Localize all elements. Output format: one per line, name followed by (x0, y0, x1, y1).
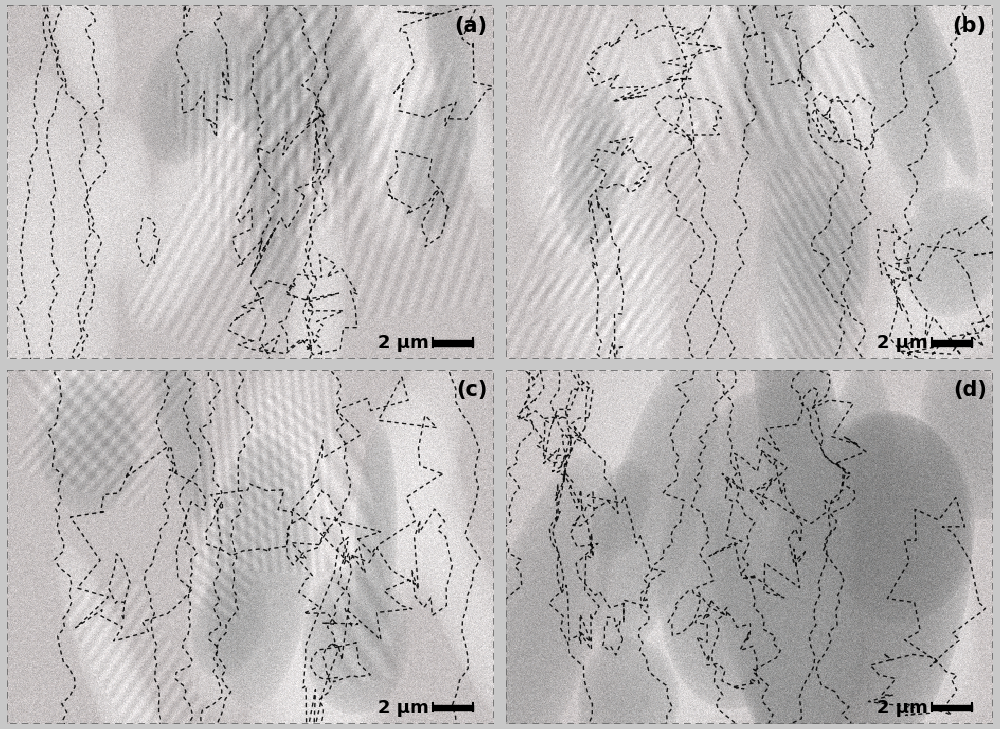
Text: (a): (a) (455, 15, 488, 36)
Text: 2 μm: 2 μm (378, 334, 428, 352)
Text: 2 μm: 2 μm (378, 699, 428, 717)
Bar (932, 705, 972, 710)
Bar (433, 340, 473, 346)
Text: (d): (d) (953, 381, 987, 400)
Bar (932, 340, 972, 346)
Text: (b): (b) (953, 15, 987, 36)
Bar (433, 705, 473, 710)
Text: (c): (c) (456, 381, 488, 400)
Text: 2 μm: 2 μm (877, 699, 927, 717)
Text: 2 μm: 2 μm (877, 334, 927, 352)
